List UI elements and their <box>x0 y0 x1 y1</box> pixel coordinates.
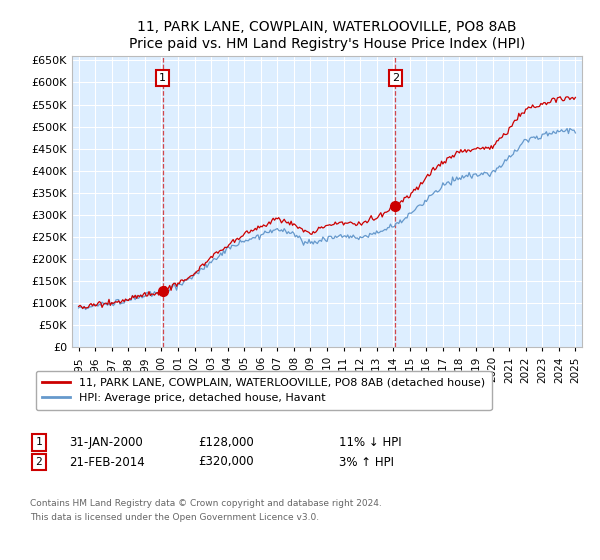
Text: This data is licensed under the Open Government Licence v3.0.: This data is licensed under the Open Gov… <box>30 514 319 522</box>
Text: 11% ↓ HPI: 11% ↓ HPI <box>339 436 401 449</box>
Text: £128,000: £128,000 <box>198 436 254 449</box>
Text: 2: 2 <box>392 73 399 83</box>
Text: 21-FEB-2014: 21-FEB-2014 <box>69 455 145 469</box>
Text: Contains HM Land Registry data © Crown copyright and database right 2024.: Contains HM Land Registry data © Crown c… <box>30 500 382 508</box>
Title: 11, PARK LANE, COWPLAIN, WATERLOOVILLE, PO8 8AB
Price paid vs. HM Land Registry': 11, PARK LANE, COWPLAIN, WATERLOOVILLE, … <box>129 21 525 50</box>
Text: £320,000: £320,000 <box>198 455 254 469</box>
Text: 3% ↑ HPI: 3% ↑ HPI <box>339 455 394 469</box>
Text: 1: 1 <box>159 73 166 83</box>
Text: 1: 1 <box>35 437 43 447</box>
Legend: 11, PARK LANE, COWPLAIN, WATERLOOVILLE, PO8 8AB (detached house), HPI: Average p: 11, PARK LANE, COWPLAIN, WATERLOOVILLE, … <box>35 371 491 410</box>
Text: 2: 2 <box>35 457 43 467</box>
Text: 31-JAN-2000: 31-JAN-2000 <box>69 436 143 449</box>
